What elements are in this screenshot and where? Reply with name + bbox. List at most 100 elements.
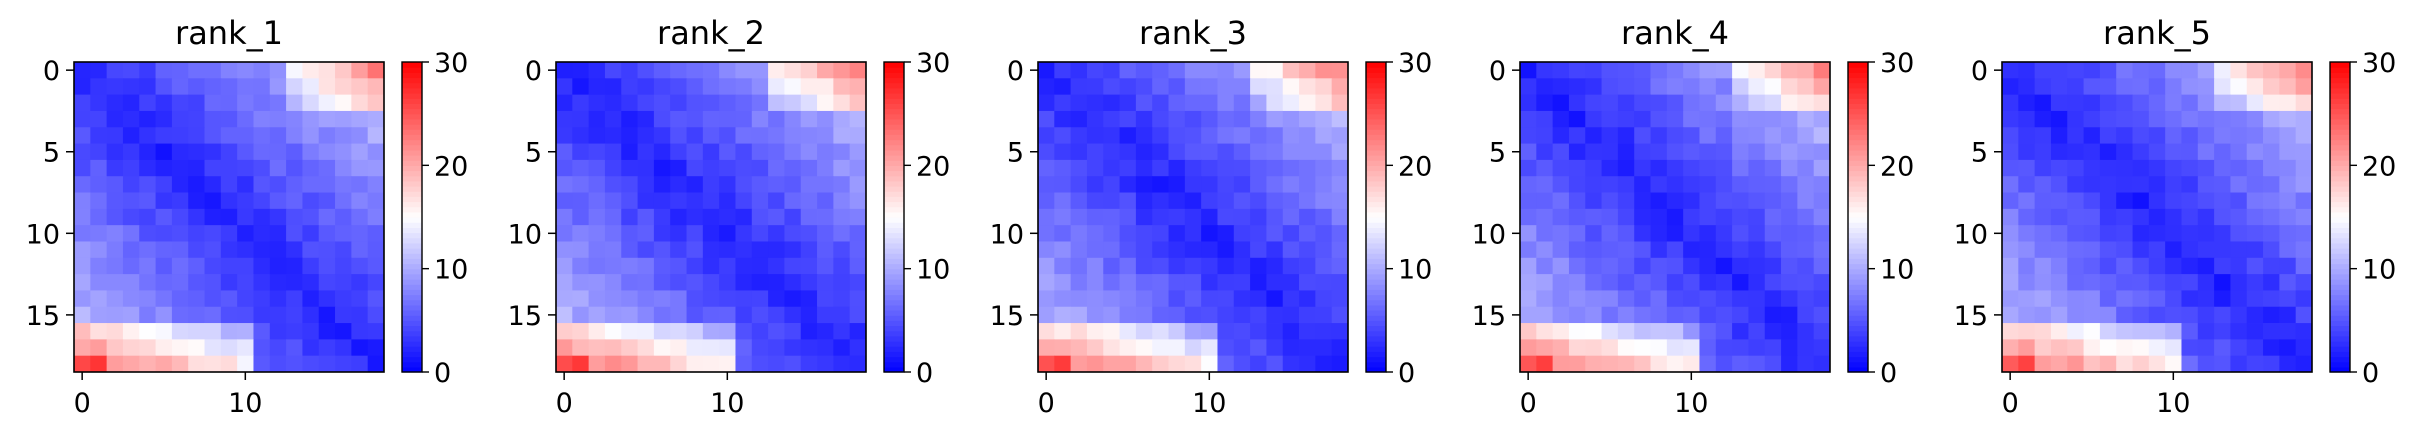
heatmap-cell <box>1054 176 1072 193</box>
colorbar-segment <box>1366 258 1386 265</box>
heatmap-cell <box>849 339 867 357</box>
colorbar-segment <box>2330 72 2350 79</box>
heatmap-cell <box>2099 110 2117 128</box>
heatmap-cell <box>1184 176 1202 193</box>
heatmap-cell <box>849 208 867 226</box>
heatmap-cell <box>1520 94 1537 112</box>
heatmap-cell <box>604 306 622 324</box>
heatmap-cell <box>2050 62 2068 79</box>
heatmap-cell <box>1699 62 1717 79</box>
heatmap-cell <box>1732 176 1749 193</box>
heatmap-cell <box>637 94 655 112</box>
heatmap-cell <box>1666 62 1684 79</box>
heatmap-cell <box>1331 127 1349 144</box>
heatmap-cell <box>1103 257 1120 275</box>
heatmap-cell <box>1266 274 1284 291</box>
heatmap-cell <box>1683 339 1700 357</box>
heatmap-cell <box>253 110 271 128</box>
colorbar-segment <box>884 165 904 172</box>
heatmap-cell <box>621 306 638 324</box>
heatmap-cell <box>2083 323 2101 340</box>
heatmap-cell <box>1201 241 1218 259</box>
colorbar-segment <box>1366 366 1386 373</box>
heatmap-cell <box>588 306 606 324</box>
heatmap-cell <box>106 62 124 79</box>
heatmap-cell <box>2246 94 2264 112</box>
colorbar-segment <box>1366 304 1386 311</box>
heatmap-cell <box>1650 208 1668 226</box>
heatmap-cell <box>2116 290 2133 308</box>
heatmap-cell <box>1299 290 1316 308</box>
heatmap-cell <box>237 94 254 112</box>
heatmap-cell <box>2132 127 2150 144</box>
heatmap-cell <box>1119 62 1137 79</box>
heatmap-cell <box>1184 94 1202 112</box>
heatmap-cell <box>1715 143 1733 161</box>
heatmap-cell <box>2263 94 2280 112</box>
heatmap-cell <box>220 257 238 275</box>
heatmap-cell <box>1217 208 1235 226</box>
heatmap-cell <box>1666 143 1684 161</box>
heatmap-cell <box>1331 208 1349 226</box>
heatmap-cell <box>335 62 352 79</box>
colorbar-segment <box>1366 211 1386 218</box>
heatmap-cell <box>2263 208 2280 226</box>
heatmap-cell <box>1781 78 1798 96</box>
heatmap-cell <box>2181 192 2199 210</box>
heatmap-cell <box>621 159 638 177</box>
colorbar-segment <box>2330 242 2350 249</box>
heatmap-cell <box>1299 94 1316 112</box>
heatmap-cell <box>1119 323 1137 340</box>
heatmap-cell <box>768 192 785 210</box>
heatmap-cell <box>604 339 622 357</box>
heatmap-cell <box>302 306 320 324</box>
y-tick-label: 0 <box>1007 56 1024 87</box>
heatmap-cell <box>2214 274 2231 291</box>
heatmap-cell <box>1135 339 1153 357</box>
heatmap-cell <box>1233 143 1251 161</box>
heatmap-cell <box>1184 323 1202 340</box>
heatmap-cell <box>751 94 769 112</box>
heatmap-cell <box>2230 127 2248 144</box>
heatmap-cell <box>800 290 818 308</box>
heatmap-cell <box>2214 143 2231 161</box>
colorbar-segment <box>402 315 422 321</box>
heatmap-cell <box>2197 208 2215 226</box>
heatmap-cell <box>653 78 671 96</box>
heatmap-cell <box>817 323 834 340</box>
heatmap-cell <box>849 225 867 242</box>
heatmap-cell <box>1617 208 1635 226</box>
heatmap-cell <box>1601 355 1619 373</box>
heatmap-cell <box>1086 274 1104 291</box>
heatmap-cell <box>1520 355 1537 373</box>
heatmap-cell <box>220 94 238 112</box>
heatmap-cell <box>2116 339 2133 357</box>
heatmap-cell <box>2295 78 2313 96</box>
heatmap-cell <box>2148 306 2166 324</box>
heatmap-cell <box>1699 143 1717 161</box>
heatmap-cell <box>2002 208 2019 226</box>
heatmap-cell <box>800 159 818 177</box>
colorbar-segment <box>884 149 904 156</box>
heatmap-cell <box>237 127 254 144</box>
heatmap-cell <box>237 339 254 357</box>
colorbar-segment <box>402 87 422 94</box>
heatmap-cell <box>1250 176 1267 193</box>
heatmap-cell <box>719 143 736 161</box>
heatmap-cell <box>2148 94 2166 112</box>
heatmap-cell <box>817 62 834 79</box>
colorbar-segment <box>1848 253 1868 259</box>
heatmap-cell <box>653 62 671 79</box>
heatmap-cell <box>1699 290 1717 308</box>
heatmap-cell <box>1152 192 1169 210</box>
heatmap-cell <box>1683 159 1700 177</box>
y-tick-label: 0 <box>525 56 542 87</box>
heatmap-cell <box>1331 62 1349 79</box>
heatmap-cell <box>2034 94 2052 112</box>
heatmap-cell <box>302 110 320 128</box>
colorbar-segment <box>402 139 422 146</box>
heatmap-cell <box>735 355 753 373</box>
heatmap-cell <box>1715 306 1733 324</box>
heatmap-cell <box>719 355 736 373</box>
heatmap-cell <box>1617 110 1635 128</box>
